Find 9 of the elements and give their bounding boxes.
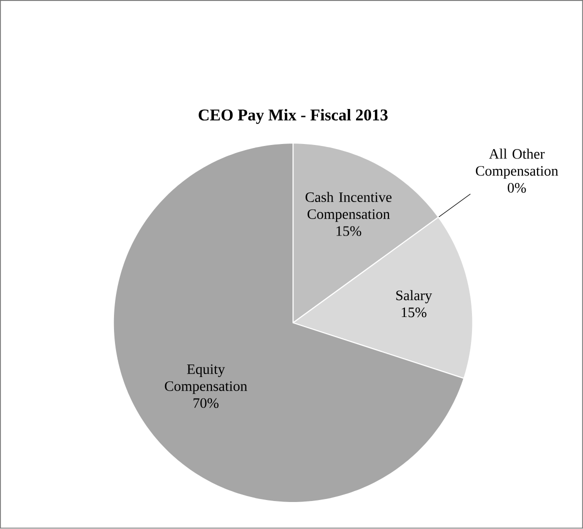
data-label: 15% bbox=[336, 226, 362, 236]
slice-label: Cash Incentive Compensation bbox=[306, 192, 392, 222]
data-label: 15% bbox=[402, 308, 426, 318]
slice-label: Salary bbox=[396, 290, 432, 304]
data-label: 70% bbox=[194, 398, 218, 408]
chart-title: CEO Pay Mix - Fiscal 2013 bbox=[198, 109, 388, 124]
category-label: All Other Compensation bbox=[476, 148, 558, 179]
slice-label: Equity Compensation bbox=[164, 364, 248, 394]
text: 0% bbox=[508, 183, 526, 193]
